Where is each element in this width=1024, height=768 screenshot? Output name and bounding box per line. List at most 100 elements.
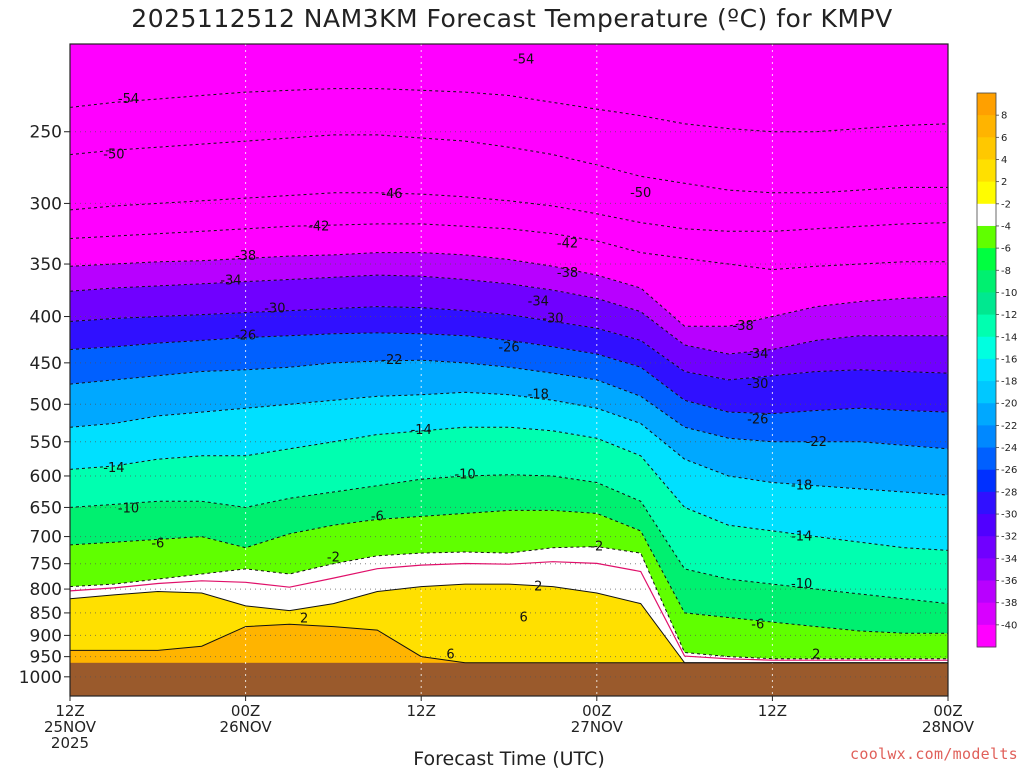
ground-layer (70, 662, 948, 696)
contour-label: -18 (791, 479, 812, 494)
x-tick-label: 12Z (55, 702, 84, 720)
colorbar-swatch (977, 358, 996, 382)
x-tick-label: 00Z (582, 702, 611, 720)
isotherm-line (70, 359, 948, 450)
x-tick-label: 27NOV (571, 718, 624, 736)
colorbar-label: 6 (1001, 133, 1007, 144)
colorbar-swatch (977, 203, 996, 227)
temperature-band (70, 192, 948, 270)
colorbar-label: 4 (1001, 155, 1007, 166)
colorbar-label: -14 (1001, 332, 1017, 343)
contour-label: -22 (806, 435, 827, 450)
isotherm-line (70, 223, 948, 271)
isotherm-line (70, 274, 948, 355)
ground-fill (70, 662, 948, 696)
colorbar-swatch (977, 93, 996, 116)
isotherm-lines (70, 88, 948, 664)
contour-label: -50 (103, 148, 124, 163)
contour-label: -14 (411, 423, 432, 438)
contour-label: -2 (590, 540, 603, 555)
temperature-band (70, 427, 948, 604)
contour-label: -22 (381, 353, 402, 368)
colorbar-label: -32 (1001, 532, 1017, 543)
isotherm-line (70, 192, 948, 232)
contour-labels: -54 -54 -50 -50 -46 -42 -42 -38 -38 -38 -34 -34 -34 -… (103, 52, 827, 662)
contour-label: -30 (264, 302, 285, 317)
isotherm-line (70, 306, 948, 381)
colorbar-swatch (977, 159, 996, 183)
colorbar-swatch (977, 181, 996, 205)
contour-label: -54 (118, 92, 139, 107)
isotherm-line (70, 252, 948, 327)
colorbar-label: 2 (1001, 177, 1007, 188)
y-tick-label: 350 (30, 255, 62, 275)
colorbar-swatch (977, 536, 996, 559)
colorbar-label: -8 (1001, 266, 1011, 277)
isotherm-line (70, 474, 948, 605)
contour-label: -34 (220, 274, 241, 289)
colorbar-label: -6 (1001, 244, 1011, 255)
y-tick-label: 800 (30, 580, 62, 600)
colorbar-frame (976, 92, 997, 648)
temperature-band (70, 275, 948, 380)
colorbar-swatch (977, 624, 996, 648)
colorbar-label: -22 (1001, 421, 1017, 432)
plot-frame (69, 43, 949, 697)
colorbar-label: -40 (1001, 620, 1017, 631)
contour-label: -2 (327, 550, 340, 565)
freezing-line (70, 561, 948, 661)
x-tick-label: 00Z (231, 702, 260, 720)
colorbar-swatch (977, 469, 996, 493)
temperature-band (70, 134, 948, 232)
y-tick-label: 900 (30, 626, 62, 646)
contour-label: -42 (557, 236, 578, 251)
pressure-axis: 2503003504004505005506006507007508008509… (19, 123, 70, 688)
y-tick-label: 1000 (19, 668, 62, 688)
colorbar-swatch (977, 314, 996, 338)
contour-label: -14 (791, 530, 812, 545)
temperature-band (70, 223, 948, 327)
colorbar-label: -26 (1001, 465, 1017, 476)
contour-label: -30 (542, 312, 563, 327)
contour-label: 6 (446, 648, 454, 663)
isotherm-line (70, 134, 948, 194)
colorbar-label: -16 (1001, 354, 1017, 365)
isotherm-line (70, 583, 948, 664)
contour-label: 6 (519, 611, 527, 626)
contour-label: -6 (751, 617, 764, 632)
contour-label: -38 (235, 249, 256, 264)
colorbar-label: -4 (1001, 221, 1011, 232)
colorbar-label: -38 (1001, 598, 1017, 609)
temperature-band (70, 44, 948, 132)
colorbar-swatch (977, 425, 996, 449)
colorbar-label: -24 (1001, 443, 1017, 454)
y-tick-label: 850 (30, 604, 62, 624)
colorbar-swatch (977, 336, 996, 360)
contour-label: -34 (747, 347, 768, 362)
x-tick-label: 12Z (758, 702, 787, 720)
contour-label: -26 (498, 341, 519, 356)
colorbar-label: -28 (1001, 487, 1017, 498)
colorbar-swatch (977, 270, 996, 293)
contour-label: 2 (300, 611, 308, 626)
isotherm-line (70, 332, 948, 415)
colorbar-swatch (977, 403, 996, 426)
x-tick-label: 26NOV (220, 718, 273, 736)
contour-label: -34 (528, 295, 549, 310)
contour-label: -50 (630, 186, 651, 201)
temperature-band (70, 88, 948, 193)
y-tick-label: 700 (30, 528, 62, 548)
contour-label: -54 (513, 52, 534, 67)
x-tick-label: 00Z (933, 702, 962, 720)
colorbar-label: -10 (1001, 288, 1017, 299)
contour-label: -46 (381, 187, 402, 202)
y-tick-label: 550 (30, 433, 62, 453)
chart-title: 2025112512 NAM3KM Forecast Temperature (… (131, 4, 893, 33)
temperature-bands (70, 44, 948, 696)
x-tick-label: 25NOV (44, 718, 97, 736)
temperature-band (70, 360, 948, 496)
colorbar-label: -30 (1001, 510, 1017, 521)
isotherm-line (70, 546, 948, 660)
colorbar-label: -2 (1001, 199, 1011, 210)
colorbar-swatch (977, 602, 996, 626)
